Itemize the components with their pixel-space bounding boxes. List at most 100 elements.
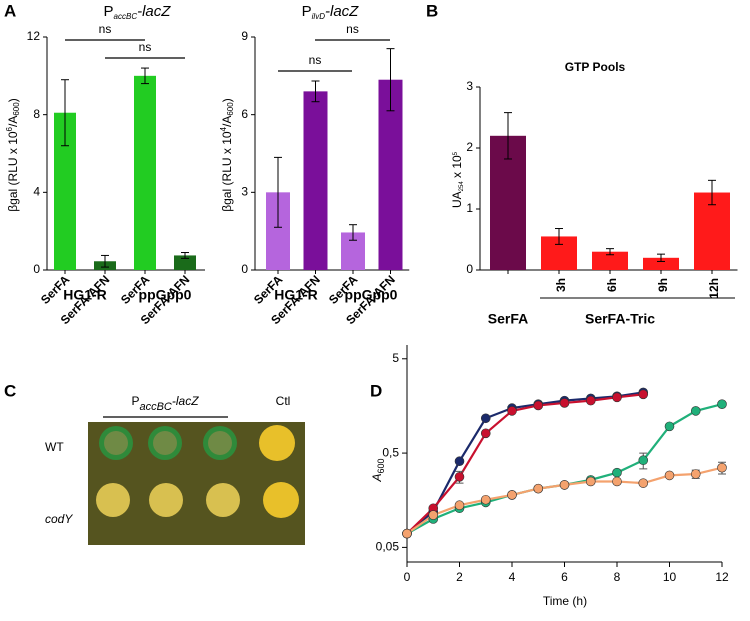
bar (303, 91, 328, 270)
data-point (717, 462, 727, 473)
label-part: 5 (453, 151, 459, 155)
x-tick-label: 3h (554, 278, 568, 292)
y-axis-label: βgal (RLU x 104/A600) (219, 98, 235, 211)
data-point (507, 406, 517, 416)
y-axis-label: A600 (370, 458, 386, 482)
row-label: WT (45, 440, 64, 454)
data-point (480, 494, 491, 505)
spots (96, 425, 299, 518)
data-point (638, 455, 649, 466)
error-bar (349, 224, 357, 241)
x-tick-label: 10 (663, 570, 677, 584)
x-tick-label: 4 (509, 570, 516, 584)
panel-a2-title: PilvD-lacZ (302, 3, 360, 21)
label-part: A (370, 474, 384, 483)
x-tick-label: 0 (404, 570, 411, 584)
y-tick-label: 6 (241, 107, 248, 121)
y-tick-label: 5 (392, 351, 399, 365)
data-point (402, 528, 412, 539)
data-point (454, 472, 465, 482)
panel-letter: D (370, 381, 382, 400)
error-bar (555, 228, 563, 245)
x-tick-label: 6h (605, 278, 619, 292)
data-point (428, 510, 439, 520)
error-bar (386, 48, 395, 112)
spot (263, 482, 299, 518)
x-tick-label: 6 (561, 570, 568, 584)
panel-a1-title: PaccBC-lacZ (104, 3, 172, 21)
data-point (559, 398, 570, 408)
y-tick-label: 3 (466, 79, 473, 93)
y-tick-label: 0 (241, 262, 248, 276)
title-part: accBC (114, 12, 138, 21)
control-label: Ctl (276, 394, 291, 408)
group-label: SerFA (488, 311, 528, 327)
bar (134, 75, 156, 270)
spot-center (153, 431, 177, 455)
x-axis-label: Time (h) (543, 594, 587, 608)
y-tick-label: 8 (33, 107, 40, 121)
plate-header: PaccBC-lacZ (131, 394, 199, 413)
data-point (717, 399, 727, 409)
series-line (406, 391, 644, 535)
label-part: ) (6, 98, 20, 102)
group-label: HG1-R (274, 287, 318, 303)
x-tick-label: 2 (456, 570, 463, 584)
error-bar (274, 156, 282, 228)
header-part: -lacZ (172, 394, 199, 408)
y-tick-label: 4 (33, 185, 40, 199)
data-point (612, 467, 622, 478)
y-axis-label: βgal (RLU x 106/A600) (5, 98, 21, 211)
error-bar (504, 112, 512, 160)
data-point (480, 428, 491, 439)
bar (694, 192, 730, 270)
y-tick-label: 3 (241, 185, 248, 199)
label-part: 600 (376, 458, 386, 473)
significance-label: ns (346, 22, 359, 36)
error-bar (311, 80, 320, 103)
label-part: 600 (226, 102, 235, 116)
significance-label: ns (309, 53, 322, 67)
data-point (638, 478, 649, 488)
bar (643, 257, 679, 270)
group-label: HG1-R (63, 287, 107, 303)
label-part: βgal (RLU x 10 (6, 131, 20, 212)
y-tick-label: 9 (241, 29, 248, 43)
significance-label: ns (139, 40, 152, 54)
label-part: 6 (5, 126, 14, 131)
y-tick-label: 2 (466, 140, 473, 154)
data-point (664, 421, 675, 432)
x-tick-label: 12h (707, 278, 721, 299)
y-tick-label: 0 (33, 262, 40, 276)
data-point (585, 395, 596, 406)
spot (259, 425, 295, 461)
error-bar (606, 248, 614, 256)
spot (206, 483, 240, 517)
title-part: -lacZ (137, 3, 171, 20)
data-point (585, 476, 596, 487)
data-point (664, 470, 675, 481)
bar (174, 255, 196, 270)
title-part: -lacZ (325, 3, 359, 20)
spot-center (208, 431, 232, 455)
data-point (533, 400, 544, 411)
error-bar (181, 252, 189, 259)
label-part: /A (6, 116, 20, 127)
label-part: x 10 (450, 155, 464, 181)
series-line (406, 403, 723, 535)
title-part: ilvD (312, 12, 326, 21)
spot (149, 483, 183, 517)
y-tick-label: 0,5 (382, 445, 399, 459)
panel-letter: A (4, 1, 16, 20)
x-tick-label: 12 (715, 570, 729, 584)
group-label: ppGpp0 (139, 287, 192, 303)
label-part: /A (220, 116, 234, 127)
data-point (612, 476, 622, 487)
y-tick-label: 1 (466, 201, 473, 215)
row-label: codY (45, 512, 73, 526)
label-part: 4 (219, 126, 228, 131)
series-line (406, 393, 644, 535)
spot (96, 483, 130, 517)
data-point (507, 490, 517, 500)
